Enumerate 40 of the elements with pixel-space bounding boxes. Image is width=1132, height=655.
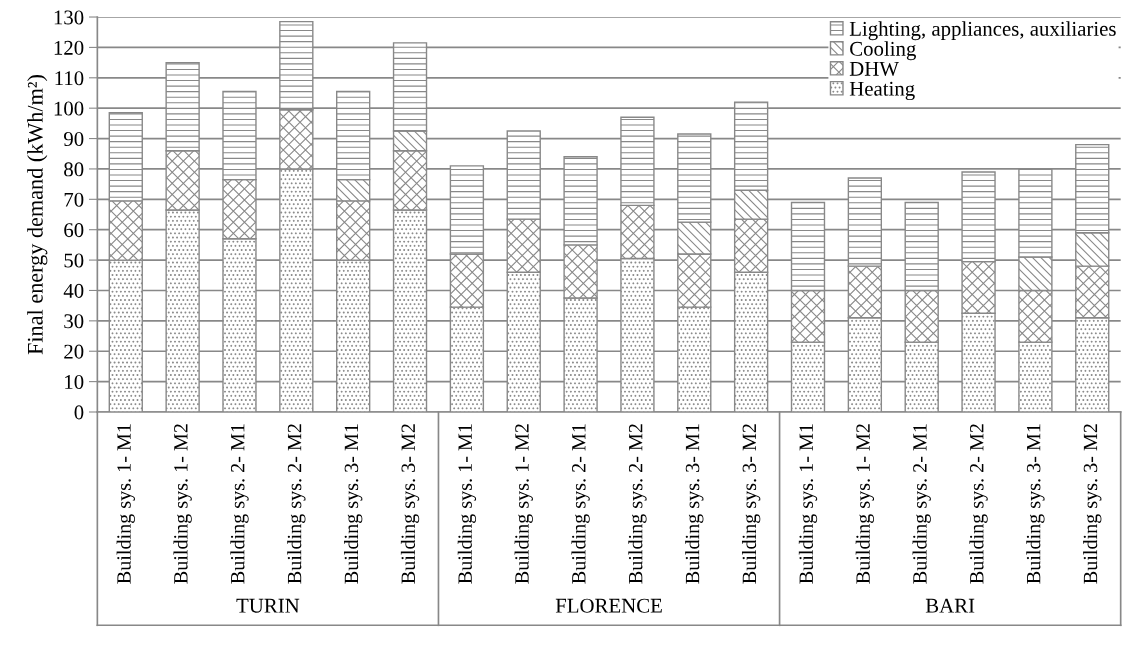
x-tick-label: Building sys. 2- M2 <box>287 424 306 584</box>
y-tick-label: 80 <box>64 162 84 177</box>
y-tick-label: 0 <box>74 405 84 420</box>
y-tick-label: 30 <box>64 314 84 329</box>
y-tick-label: 120 <box>54 40 84 55</box>
text: FLORENCE <box>555 598 662 613</box>
x-tick-label: Building sys. 3- M1 <box>344 424 363 584</box>
y-tick-label: 40 <box>63 283 84 298</box>
y-tick-label: 10 <box>65 374 84 390</box>
x-tick-label: Building sys. 2- M1 <box>912 424 931 584</box>
x-tick-label: Building sys. 3- M1 <box>1026 424 1045 584</box>
x-tick-label: Building sys. 1- M2 <box>855 424 875 584</box>
legend-label: Cooling <box>850 41 916 61</box>
y-tick-label: 90 <box>63 131 84 146</box>
x-tick-label: Building sys. 1- M2 <box>514 424 533 584</box>
x-tick-label: Building sys. 1- M2 <box>173 424 192 584</box>
x-tick-label: Building sys. 3- M2 <box>400 424 420 584</box>
y-tick-label: 70 <box>64 192 84 207</box>
y-tick-label: 60 <box>64 223 84 238</box>
legend-label: DHW <box>849 62 899 76</box>
legend-label: Heating <box>849 81 915 101</box>
x-tick-label: Building sys. 2- M1 <box>230 424 249 584</box>
x-tick-label: Building sys. 1- M1 <box>116 424 135 584</box>
x-tick-label: Building sys. 3- M2 <box>741 424 761 584</box>
text: BARI <box>925 598 975 613</box>
x-tick-label: Building sys. 2- M1 <box>571 424 590 584</box>
y-tick-label: 110 <box>55 71 84 86</box>
y-tick-label: 50 <box>64 253 84 268</box>
x-tick-label: Building sys. 1- M1 <box>798 424 818 584</box>
x-tick-label: Building sys. 1- M1 <box>457 424 477 584</box>
y-tick-label: 130 <box>54 10 84 25</box>
x-tick-label: Building sys. 2- M2 <box>628 424 647 584</box>
y-tick-label: 20 <box>64 344 84 359</box>
x-tick-label: Building sys. 3- M2 <box>1083 424 1102 584</box>
text: TURIN <box>236 598 300 613</box>
x-tick-label: Building sys. 3- M1 <box>685 424 704 584</box>
y-axis-title: Final energy demand (kWh/m²) <box>27 75 48 355</box>
y-tick-label: 100 <box>54 101 84 116</box>
x-tick-label: Building sys. 2- M2 <box>969 424 988 584</box>
legend-label: Lighting, appliances, auxiliaries <box>849 21 1116 41</box>
